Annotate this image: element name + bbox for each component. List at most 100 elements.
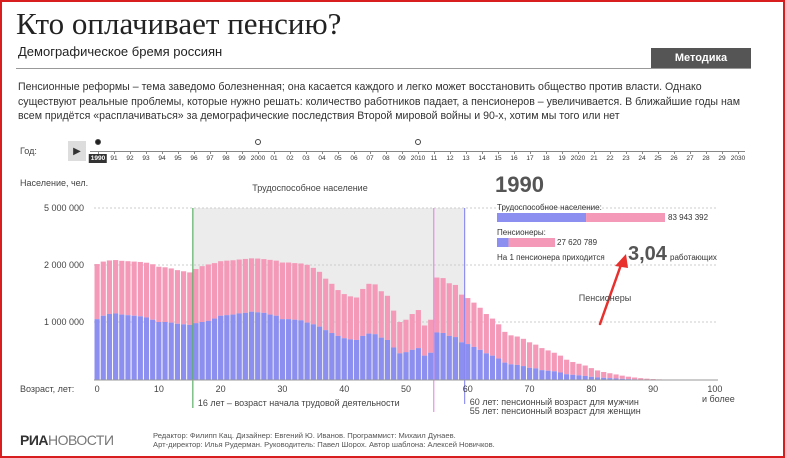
x-tick-label: 10 [154, 384, 164, 394]
timeline-year[interactable]: 96 [190, 155, 198, 162]
timeline-year[interactable]: 91 [110, 155, 118, 162]
bar-men [496, 358, 502, 380]
bar-women [526, 342, 533, 368]
timeline-year[interactable]: 98 [222, 155, 230, 162]
bar-men [465, 344, 471, 380]
timeline-year[interactable]: 93 [142, 155, 150, 162]
timeline-year[interactable]: 14 [478, 155, 486, 162]
timeline-year[interactable]: 21 [590, 155, 598, 162]
bar-men [119, 314, 125, 380]
x-tick-label: 90 [648, 384, 658, 394]
bar-women [564, 359, 570, 375]
bar-women [162, 267, 168, 322]
bar-women [632, 377, 638, 380]
bar-men [125, 315, 131, 380]
bar-women [483, 314, 489, 354]
bar-men [298, 320, 304, 380]
pensioners-label: Пенсионеры: [497, 228, 546, 237]
timeline-year[interactable]: 01 [270, 155, 278, 162]
bar-men [489, 355, 496, 380]
timeline-year[interactable]: 2010 [410, 155, 426, 162]
timeline-year[interactable]: 16 [510, 155, 518, 162]
bar-women [224, 260, 230, 316]
x-tick-label: 20 [216, 384, 226, 394]
timeline-year[interactable]: 07 [366, 155, 374, 162]
bar-men [316, 326, 323, 380]
bar-women [601, 371, 607, 378]
bar-women [273, 260, 279, 316]
timeline-year[interactable]: 05 [334, 155, 342, 162]
work-start-annotation: 16 лет – возраст начала трудовой деятель… [198, 398, 400, 408]
timeline-year[interactable]: 97 [206, 155, 214, 162]
timeline-year[interactable]: 03 [302, 155, 310, 162]
bar-women [193, 268, 199, 324]
timeline-year[interactable]: 15 [494, 155, 502, 162]
bar-men [409, 349, 415, 380]
timeline-year[interactable]: 13 [462, 155, 470, 162]
timeline-year[interactable]: 22 [606, 155, 614, 162]
year-label: Год: [20, 146, 37, 156]
bar-women [119, 260, 125, 315]
bar-women [156, 266, 162, 322]
bar-women [94, 264, 100, 320]
bar-men [218, 315, 224, 380]
arrow-shaft [598, 260, 624, 326]
timeline-year[interactable]: 23 [622, 155, 630, 162]
timeline-year[interactable]: 19 [558, 155, 566, 162]
bar-women [150, 264, 156, 320]
bar-women [533, 344, 539, 369]
play-button[interactable]: ▶ [68, 141, 86, 161]
bar-women [508, 335, 514, 365]
timeline-year[interactable]: 02 [286, 155, 294, 162]
bar-women [360, 288, 366, 336]
ratio-prefix: На 1 пенсионера приходится [497, 253, 605, 262]
method-button[interactable]: Методика [651, 48, 751, 68]
timeline-year[interactable]: 17 [526, 155, 534, 162]
timeline-year[interactable]: 28 [702, 155, 710, 162]
timeline-year[interactable]: 27 [686, 155, 694, 162]
bar-men [106, 314, 113, 380]
timeline-year[interactable]: 1990 [88, 154, 108, 163]
timeline-year[interactable]: 04 [318, 155, 326, 162]
timeline-year[interactable]: 25 [654, 155, 662, 162]
bar-women [440, 278, 446, 334]
bar-men [372, 334, 378, 380]
bar-men [267, 314, 273, 380]
timeline-year[interactable]: 2000 [250, 155, 266, 162]
bar-women [434, 277, 440, 333]
bar-men [459, 342, 465, 380]
timeline-year[interactable]: 06 [350, 155, 358, 162]
bar-women [378, 291, 384, 338]
timeline-year[interactable]: 24 [638, 155, 646, 162]
bar-men [576, 375, 582, 380]
timeline-year[interactable]: 92 [126, 155, 134, 162]
timeline-year[interactable]: 2020 [570, 155, 586, 162]
bar-women [625, 376, 632, 380]
timeline-year[interactable]: 26 [670, 155, 678, 162]
bar-men [471, 346, 477, 380]
bar-women [310, 267, 316, 325]
bar-men [428, 352, 434, 380]
bar-women [570, 362, 576, 375]
timeline-year[interactable]: 2030 [730, 155, 746, 162]
timeline-year[interactable]: 94 [158, 155, 166, 162]
timeline-year[interactable]: 09 [398, 155, 406, 162]
timeline-year[interactable]: 08 [382, 155, 390, 162]
bar-men [520, 366, 526, 380]
bar-men [619, 378, 625, 380]
bar-women [211, 263, 218, 319]
timeline-year[interactable]: 18 [542, 155, 550, 162]
timeline-year[interactable]: 99 [238, 155, 246, 162]
bar-men [261, 312, 267, 380]
bar-women [304, 264, 310, 323]
pensioners-value: 27 620 789 [557, 238, 598, 247]
timeline-year[interactable]: 11 [430, 155, 438, 162]
bar-men [502, 362, 508, 380]
timeline-year[interactable]: 29 [718, 155, 726, 162]
timeline-year[interactable]: 95 [174, 155, 182, 162]
bar-men [199, 322, 205, 380]
timeline-year[interactable]: 12 [446, 155, 454, 162]
bar-men [174, 323, 180, 380]
bar-men [94, 319, 100, 380]
bar-men [452, 337, 459, 380]
